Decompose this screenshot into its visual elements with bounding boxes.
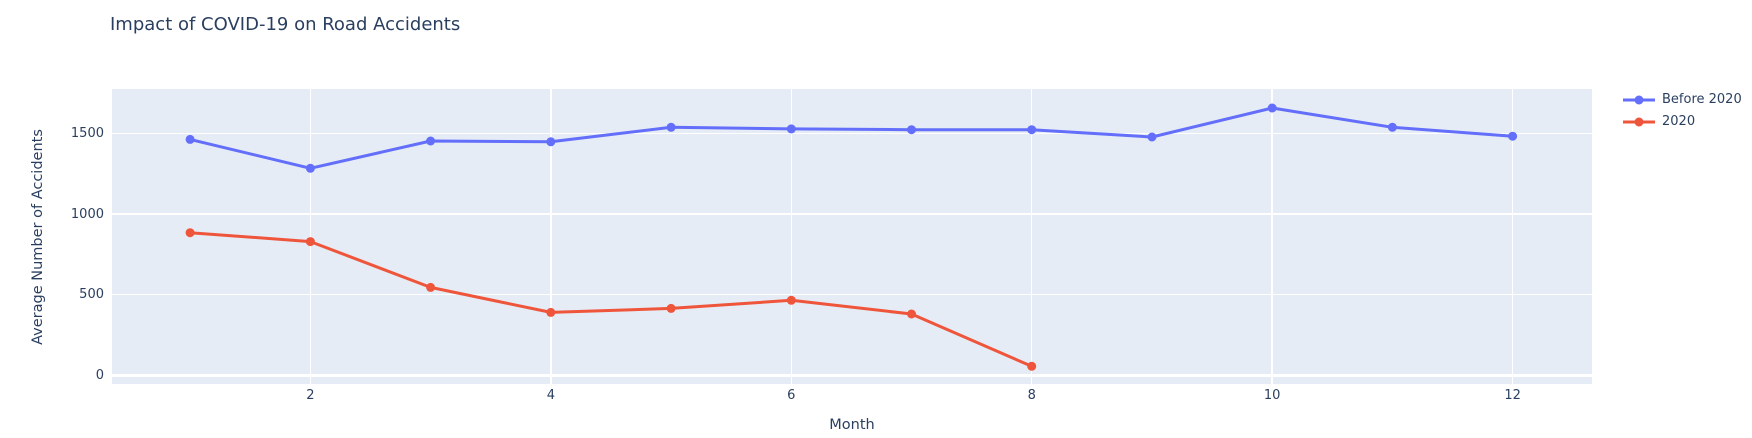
series-line[interactable] [189, 231, 1033, 368]
data-point-marker[interactable] [185, 134, 195, 144]
data-point-marker[interactable] [426, 282, 436, 292]
data-point-marker[interactable] [426, 136, 436, 146]
gridline-x-10 [1271, 89, 1273, 384]
data-point-marker[interactable] [907, 125, 916, 135]
legend-line-marker-icon [1623, 95, 1655, 104]
series-plot [185, 103, 1518, 371]
series-before-2020[interactable] [185, 103, 1518, 173]
data-point-marker[interactable] [305, 163, 315, 173]
legend-line-marker-icon [1623, 117, 1655, 126]
x-tick-label-6: 6 [787, 388, 796, 403]
data-point-marker[interactable] [546, 307, 556, 317]
legend-item-before-2020[interactable]: Before 2020 [1622, 92, 1742, 107]
data-point-marker[interactable] [1027, 125, 1037, 135]
data-point-marker[interactable] [1027, 361, 1037, 371]
data-point-marker[interactable] [1387, 122, 1397, 132]
y-tick-label-1000: 1000 [70, 206, 104, 222]
gridline-x-2 [309, 89, 312, 384]
series-2020[interactable] [185, 228, 1037, 371]
gridline-x-12 [1511, 89, 1514, 384]
x-tick-label-12: 12 [1504, 388, 1521, 403]
legend-item-2020[interactable]: 2020 [1622, 114, 1742, 129]
x-tick-label-8: 8 [1027, 388, 1036, 403]
gridline-x-4 [550, 89, 552, 384]
plot-area[interactable] [112, 89, 1592, 384]
gridline-x-6 [790, 89, 793, 384]
data-point-marker[interactable] [1147, 132, 1157, 142]
y-tick-label-1500: 1500 [70, 126, 104, 142]
series-line[interactable] [189, 106, 1513, 170]
data-point-marker[interactable] [185, 228, 195, 238]
x-tick-label-4: 4 [546, 388, 555, 403]
data-point-marker[interactable] [786, 124, 796, 134]
y-axis-title: Average Number of Accidents [30, 129, 46, 345]
legend-label: Before 2020 [1662, 92, 1742, 107]
gridline-y-500 [112, 293, 1592, 296]
y-tick-label-500: 500 [79, 287, 104, 303]
data-point-marker[interactable] [305, 237, 315, 247]
data-point-marker[interactable] [666, 303, 676, 313]
zeroline [112, 373, 1592, 377]
data-point-marker[interactable] [1267, 103, 1277, 113]
legend-label: 2020 [1662, 114, 1696, 129]
data-point-marker[interactable] [666, 122, 676, 132]
data-point-marker[interactable] [1508, 131, 1518, 141]
gridline-x-8 [1030, 89, 1033, 384]
data-point-marker[interactable] [546, 137, 556, 147]
y-tick-label-0: 0 [95, 367, 104, 383]
data-point-marker[interactable] [786, 295, 796, 305]
legend: Before 2020 2020 [1622, 92, 1742, 129]
x-tick-label-10: 10 [1263, 388, 1281, 403]
x-tick-label-2: 2 [306, 388, 315, 403]
chart-title: Impact of COVID-19 on Road Accidents [110, 14, 461, 35]
gridline-y-1500 [112, 132, 1592, 135]
gridline-y-1000 [112, 213, 1592, 215]
x-axis-title: Month [829, 417, 875, 433]
data-point-marker[interactable] [907, 309, 916, 319]
